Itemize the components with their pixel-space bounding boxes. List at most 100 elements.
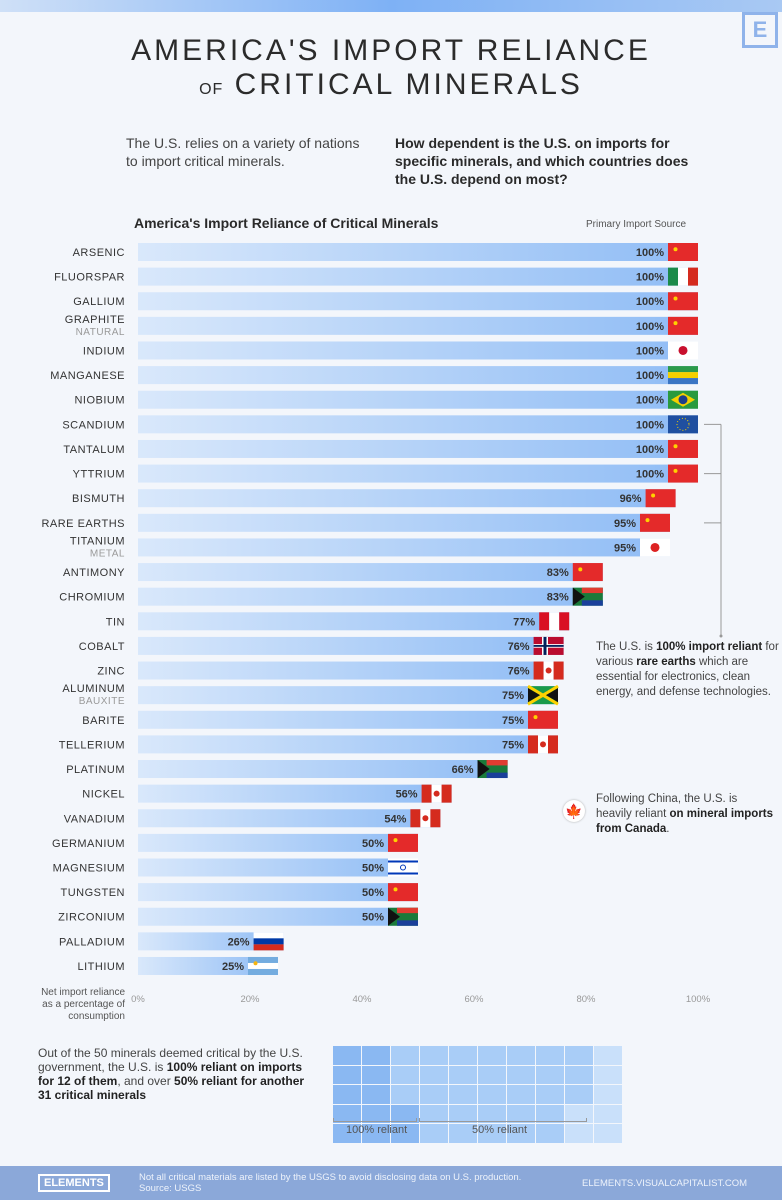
waffle-cell	[536, 1104, 564, 1124]
bar-row-zirconium: ZIRCONIUM 50%	[58, 907, 418, 926]
mineral-label: SCANDIUM	[62, 419, 125, 431]
mineral-sublabel: METAL	[90, 548, 125, 559]
waffle-cell	[507, 1085, 535, 1104]
value-label: 83%	[547, 592, 569, 604]
waffle-cell	[594, 1085, 622, 1104]
page-title-line1: AMERICA'S IMPORT RELIANCE	[131, 34, 651, 67]
flag-icon-canada	[410, 809, 441, 828]
waffle-cell	[420, 1104, 448, 1124]
mineral-label: ZINC	[97, 666, 125, 678]
mineral-label: ZIRCONIUM	[58, 912, 125, 924]
bar	[138, 661, 564, 680]
flag-icon-japan	[640, 538, 670, 557]
waffle-cell	[420, 1046, 448, 1065]
waffle-cell	[565, 1065, 593, 1085]
waffle-cell	[536, 1046, 564, 1065]
bar-row-zinc: ZINC 76%	[97, 661, 564, 680]
value-label: 50%	[362, 838, 384, 850]
bar-row-platinum: PLATINUM 66%	[66, 760, 508, 779]
flag-icon-canada	[528, 735, 558, 754]
bar-row-fluorspar: FLUORSPAR 100%	[54, 267, 698, 286]
chart-title: America's Import Reliance of Critical Mi…	[134, 215, 439, 231]
waffle-cell	[507, 1065, 535, 1085]
value-label: 100%	[636, 370, 664, 382]
bar-row-yttrium: YTTRIUM 100%	[73, 464, 698, 483]
bar	[138, 686, 558, 705]
bar	[138, 636, 564, 655]
value-label: 77%	[513, 616, 535, 628]
flag-icon-brazil	[668, 390, 698, 409]
flag-icon-mexico	[668, 267, 698, 286]
value-label: 75%	[502, 715, 524, 727]
waffle-cell	[536, 1065, 564, 1085]
bar	[138, 932, 284, 951]
bar-row-palladium: PALLADIUM 26%	[59, 932, 284, 951]
value-label: 56%	[396, 789, 418, 801]
bar	[138, 563, 603, 582]
waffle-cell	[362, 1124, 390, 1143]
bar	[138, 833, 418, 852]
flag-icon-china	[528, 710, 558, 729]
flag-icon-gabon	[668, 366, 698, 385]
waffle-chart	[333, 1046, 622, 1143]
bar	[138, 907, 418, 926]
mineral-label: COBALT	[79, 641, 125, 653]
waffle-cell	[333, 1046, 361, 1065]
mineral-label: PLATINUM	[66, 764, 125, 776]
waffle-cell	[478, 1104, 506, 1124]
bar-row-germanium: GERMANIUM 50%	[52, 833, 418, 852]
bar-row-tin: TIN 77%	[106, 612, 570, 631]
flag-icon-south-africa	[388, 907, 418, 926]
flag-icon-china	[668, 439, 698, 458]
bar	[138, 366, 698, 385]
waffle-cell	[449, 1046, 477, 1065]
footer-url[interactable]: ELEMENTS.VISUALCAPITALIST.COM	[582, 1178, 748, 1189]
value-label: 95%	[614, 518, 636, 530]
bar-row-scandium: SCANDIUM 100%	[62, 415, 698, 434]
waffle-cell	[507, 1124, 535, 1143]
waffle-cell	[478, 1046, 506, 1065]
bar-row-gallium: GALLIUM 100%	[73, 292, 698, 311]
mineral-label: CHROMIUM	[59, 592, 125, 604]
value-label: 50%	[362, 887, 384, 899]
bar-row-tantalum: TANTALUM 100%	[63, 439, 698, 458]
waffle-cell	[478, 1124, 506, 1143]
waffle-cell	[449, 1085, 477, 1104]
elements-logo: E	[742, 12, 778, 48]
bar	[138, 292, 698, 311]
mineral-label: ARSENIC	[73, 247, 125, 259]
value-label: 76%	[508, 666, 530, 678]
value-label: 95%	[614, 542, 636, 554]
bar-row-arsenic: ARSENIC 100%	[73, 243, 698, 261]
x-tick-label: 60%	[464, 994, 484, 1005]
waffle-cell	[449, 1065, 477, 1085]
flag-icon-china	[668, 243, 698, 261]
mineral-label: MAGNESIUM	[53, 863, 125, 875]
title-of: OF	[199, 81, 224, 98]
mineral-label: RARE EARTHS	[41, 518, 125, 530]
bar-row-vanadium: VANADIUM 54%	[64, 809, 441, 828]
x-tick-label: 20%	[240, 994, 260, 1005]
flag-icon-argentina	[248, 956, 278, 975]
bracket-50	[419, 1118, 587, 1122]
flag-icon-china	[668, 292, 698, 311]
bar-row-indium: INDIUM 100%	[83, 341, 698, 360]
bar	[138, 587, 603, 606]
mineral-label: GRAPHITE	[65, 314, 125, 326]
bar-row-bismuth: BISMUTH 96%	[72, 489, 676, 508]
waffle-cell	[391, 1065, 419, 1085]
value-label: 100%	[636, 272, 664, 284]
value-label: 75%	[502, 739, 524, 751]
value-label: 100%	[636, 419, 664, 431]
bar-row-manganese: MANGANESE 100%	[50, 366, 698, 385]
flag-icon-china	[572, 563, 603, 582]
mineral-label: GERMANIUM	[52, 838, 125, 850]
flag-icon-south-africa	[477, 760, 508, 779]
flag-icon-canada	[421, 784, 452, 803]
value-label: 66%	[452, 764, 474, 776]
flag-icon-jamaica	[527, 684, 559, 706]
flag-icon-china	[668, 464, 698, 483]
waffle-cell	[362, 1046, 390, 1065]
bar-row-nickel: NICKEL 56%	[82, 784, 452, 803]
waffle-cell	[333, 1065, 361, 1085]
